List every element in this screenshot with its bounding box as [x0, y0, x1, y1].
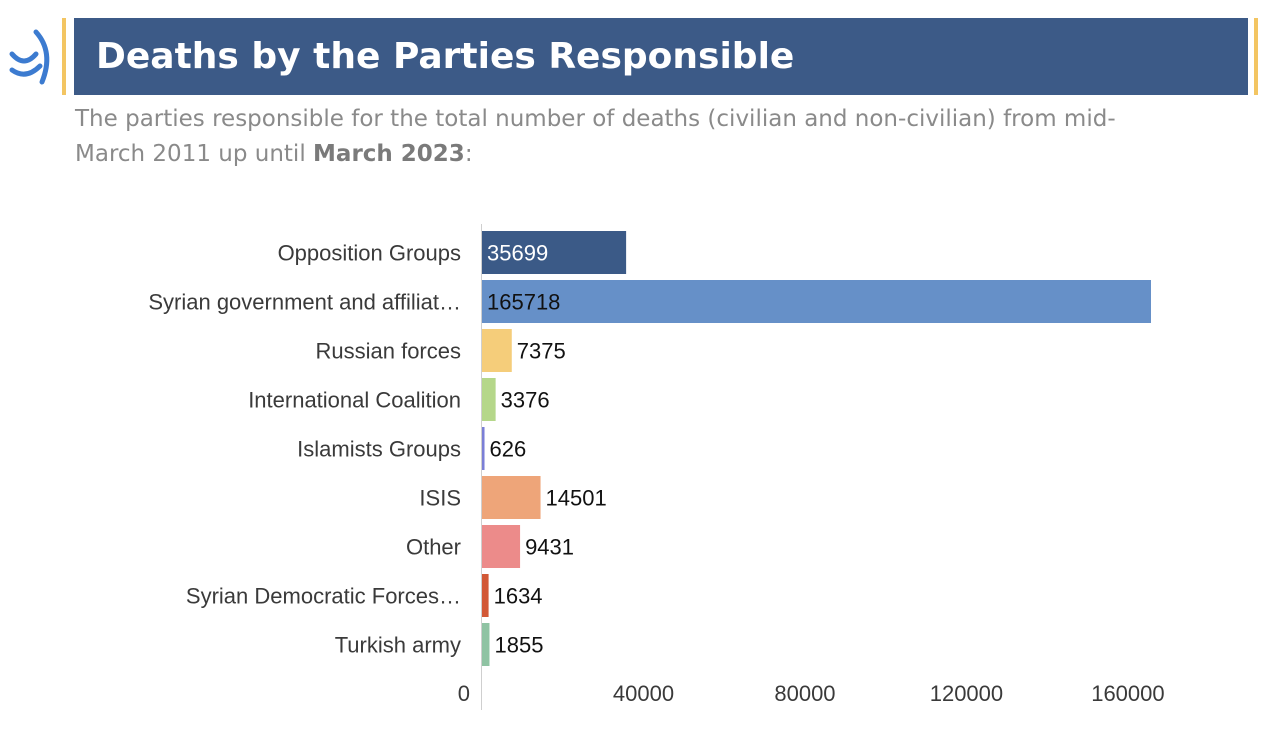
value-label: 14501: [546, 486, 607, 511]
x-tick-label: 0: [458, 681, 470, 706]
category-label: Turkish army: [335, 633, 461, 658]
x-tick-label: 160000: [1091, 681, 1164, 706]
category-label: Islamists Groups: [297, 437, 461, 462]
value-label: 165718: [487, 290, 560, 315]
category-label: Other: [406, 535, 461, 560]
x-tick-label: 120000: [930, 681, 1003, 706]
category-label: Opposition Groups: [278, 241, 461, 266]
x-tick-label: 80000: [774, 681, 835, 706]
page-title: Deaths by the Parties Responsible: [96, 36, 795, 77]
category-label: Syrian Democratic Forces…: [186, 584, 461, 609]
bar: [482, 280, 1151, 323]
subtitle-text: The parties responsible for the total nu…: [75, 106, 1116, 167]
bar: [482, 231, 627, 274]
subtitle: The parties responsible for the total nu…: [75, 102, 1175, 172]
value-label: 626: [490, 437, 527, 462]
category-label: Syrian government and affiliat…: [148, 290, 461, 315]
value-label: 7375: [517, 339, 566, 364]
value-label: 9431: [525, 535, 574, 560]
bar: [482, 378, 496, 421]
value-label: 35699: [487, 241, 548, 266]
subtitle-end: :: [464, 141, 473, 167]
bar: [482, 476, 541, 519]
subtitle-date: March 2023: [313, 141, 465, 167]
accent-bar-right: [1254, 18, 1258, 95]
bar: [482, 427, 485, 470]
value-label: 3376: [501, 388, 550, 413]
value-label: 1855: [494, 633, 543, 658]
category-label: Russian forces: [315, 339, 461, 364]
bar: [482, 623, 490, 666]
value-label: 1634: [494, 584, 543, 609]
logo-icon: [9, 29, 50, 85]
title-band: Deaths by the Parties Responsible: [74, 18, 1248, 95]
category-label: International Coalition: [248, 388, 461, 413]
bar: [482, 574, 489, 617]
accent-bar-left: [62, 18, 66, 95]
bar: [482, 329, 512, 372]
bar: [482, 525, 521, 568]
x-tick-label: 40000: [613, 681, 674, 706]
category-label: ISIS: [419, 486, 461, 511]
